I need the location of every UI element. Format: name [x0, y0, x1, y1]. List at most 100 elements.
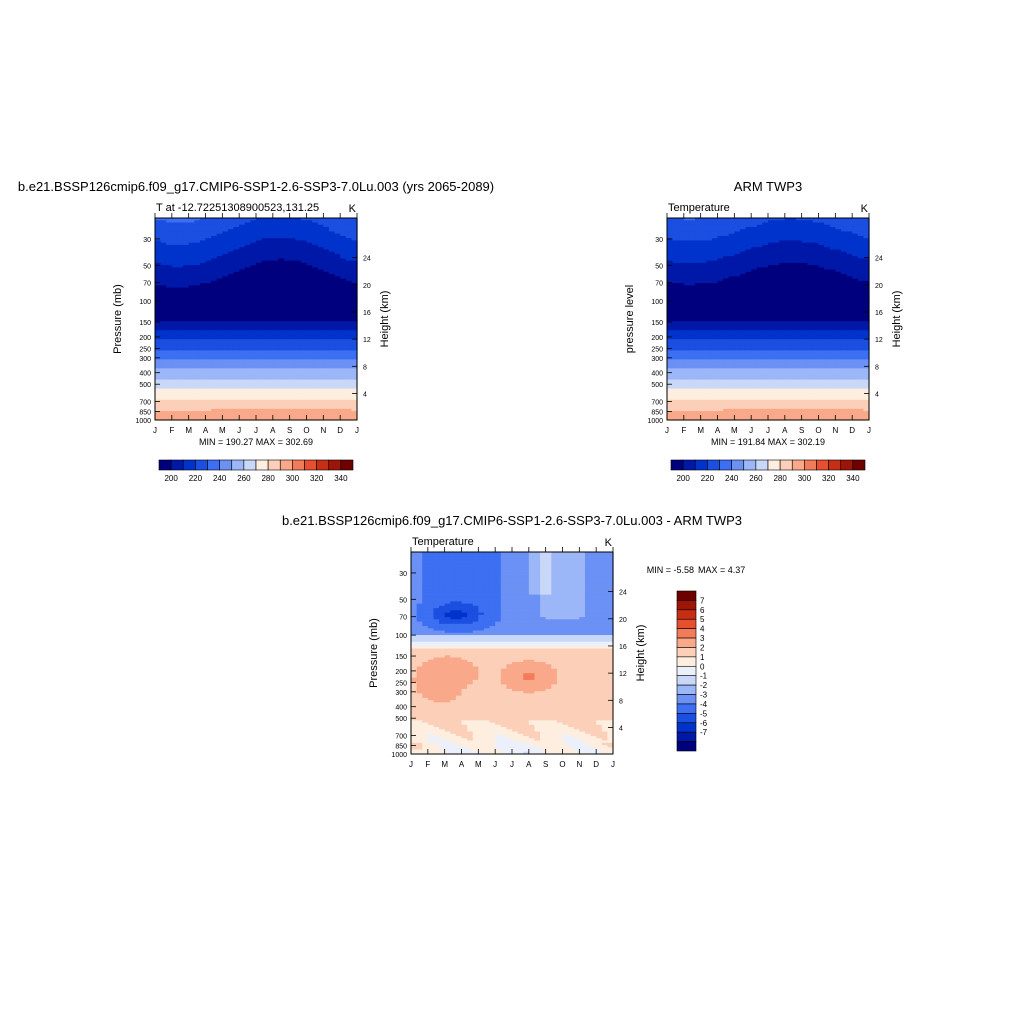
contour-cell — [840, 253, 848, 257]
contour-cell — [261, 406, 268, 410]
contour-cell — [155, 384, 162, 387]
contour-cell — [835, 307, 842, 311]
contour-cell — [239, 218, 246, 221]
contour-cell — [177, 314, 184, 318]
contour-cell — [250, 224, 257, 228]
y-tick-label: 400 — [139, 371, 151, 378]
contour-cell — [762, 271, 769, 275]
contour-cell — [216, 402, 223, 405]
contour-cell — [261, 226, 268, 230]
contour-cell — [700, 224, 707, 228]
contour-cell — [295, 372, 302, 376]
contour-cell — [728, 276, 735, 280]
contour-cell — [312, 310, 319, 313]
contour-cell — [306, 323, 313, 327]
contour-cell — [211, 381, 218, 385]
contour-cell — [278, 361, 285, 365]
contour-cell — [205, 404, 212, 408]
contour-cell — [745, 287, 752, 291]
contour-cell — [678, 289, 685, 293]
contour-cell — [306, 332, 313, 336]
contour-cell — [796, 235, 803, 239]
contour-cell — [739, 292, 747, 295]
contour-cell — [272, 269, 280, 273]
contour-cell — [239, 370, 246, 374]
contour-cell — [244, 271, 251, 275]
contour-cell — [272, 345, 280, 349]
contour-cell — [155, 310, 162, 313]
contour-cell — [244, 415, 251, 419]
contour-cell — [801, 262, 808, 266]
contour-cell — [295, 256, 302, 259]
contour-cell — [278, 296, 285, 300]
contour-cell — [211, 289, 218, 293]
contour-cell — [244, 368, 251, 372]
contour-cell — [706, 262, 713, 266]
contour-cell — [199, 235, 207, 239]
contour-cell — [306, 292, 313, 295]
contour-cell — [188, 222, 195, 226]
contour-cell — [773, 224, 780, 228]
contour-cell — [734, 235, 741, 239]
contour-cell — [796, 240, 803, 244]
contour-cell — [188, 372, 195, 376]
contour-cell — [171, 242, 179, 246]
contour-cell — [284, 332, 291, 336]
contour-cell — [667, 319, 674, 322]
contour-cell — [323, 359, 330, 363]
contour-cell — [351, 408, 358, 412]
contour-cell — [751, 253, 758, 257]
contour-cell — [171, 258, 179, 262]
contour-cell — [312, 265, 319, 268]
contour-cell — [250, 287, 257, 291]
contour-cell — [306, 296, 313, 300]
contour-cell — [779, 220, 786, 224]
contour-cell — [295, 224, 302, 228]
contour-cell — [166, 393, 173, 396]
contour-cell — [289, 253, 296, 257]
contour-cell — [222, 235, 229, 239]
contour-cell — [340, 240, 347, 244]
contour-cell — [863, 307, 870, 311]
contour-cell — [194, 381, 201, 385]
contour-cell — [829, 238, 836, 242]
contour-cell — [289, 289, 296, 293]
contour-cell — [345, 388, 352, 392]
contour-cell — [194, 397, 201, 401]
contour-cell — [807, 296, 814, 300]
contour-cell — [188, 260, 195, 264]
contour-cell — [328, 231, 336, 235]
contour-cell — [250, 276, 257, 280]
contour-cell — [312, 249, 319, 253]
contour-cell — [199, 240, 207, 244]
contour-cell — [278, 310, 285, 313]
contour-cell — [706, 238, 713, 242]
contour-cell — [188, 262, 195, 266]
contour-cell — [261, 262, 268, 266]
contour-cell — [790, 278, 797, 282]
contour-cell — [177, 370, 184, 374]
contour-cell — [222, 377, 229, 381]
contour-cell — [317, 332, 324, 336]
contour-cell — [250, 361, 257, 365]
contour-cell — [211, 305, 218, 309]
contour-cell — [717, 303, 724, 307]
contour-cell — [818, 249, 825, 253]
contour-cell — [205, 390, 212, 394]
contour-cell — [683, 296, 691, 300]
contour-cell — [756, 289, 763, 293]
contour-cell — [244, 397, 251, 401]
contour-cell — [751, 256, 758, 259]
contour-cell — [323, 348, 330, 352]
contour-cell — [711, 251, 719, 255]
contour-cell — [723, 280, 730, 284]
contour-cell — [166, 336, 173, 340]
contour-cell — [323, 390, 330, 394]
contour-cell — [205, 417, 212, 421]
contour-cell — [250, 319, 257, 322]
contour-cell — [351, 265, 358, 268]
contour-cell — [194, 280, 201, 284]
contour-cell — [160, 226, 167, 230]
contour-cell — [261, 411, 268, 414]
colorbar-label: 240 — [213, 474, 227, 483]
